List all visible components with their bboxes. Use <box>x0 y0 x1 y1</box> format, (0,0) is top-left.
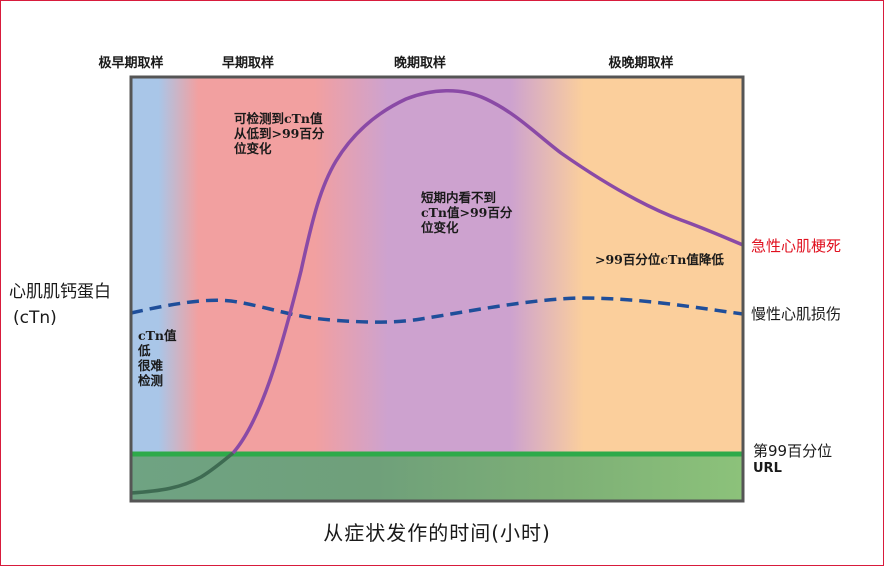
annotation-late-no-change: 短期内看不到 cTn值>99百分 位变化 <box>421 190 513 235</box>
plot-border <box>129 75 745 503</box>
chronic-injury-label: 慢性心肌损伤 <box>751 305 842 323</box>
x-axis-label: 从症状发作的时间(小时) <box>323 521 551 545</box>
annotation-decline: >99百分位cTn值降低 <box>595 252 724 267</box>
acute-mi-curve-below-url <box>130 451 235 495</box>
phase-very-late: 极晚期取样 <box>608 56 674 71</box>
sampling-zones <box>131 77 743 454</box>
annotation-low-values: cTn值 低 很难 检测 <box>138 328 177 388</box>
annotation-early-change: 可检测到cTn值 从低到>99百分 位变化 <box>234 111 325 156</box>
y-axis-label: 心肌肌钙蛋白 (cTn) <box>9 282 111 328</box>
chronic-injury-curve <box>130 296 744 324</box>
below-url-region <box>131 454 743 501</box>
phase-late: 晚期取样 <box>393 56 447 71</box>
acute-mi-label: 急性心肌梗死 <box>751 237 842 255</box>
url-threshold-label: 第99百分位 URL <box>753 442 833 477</box>
phase-very-early: 极早期取样 <box>98 56 164 71</box>
phase-early: 早期取样 <box>221 56 275 71</box>
acute-mi-curve <box>231 89 744 455</box>
